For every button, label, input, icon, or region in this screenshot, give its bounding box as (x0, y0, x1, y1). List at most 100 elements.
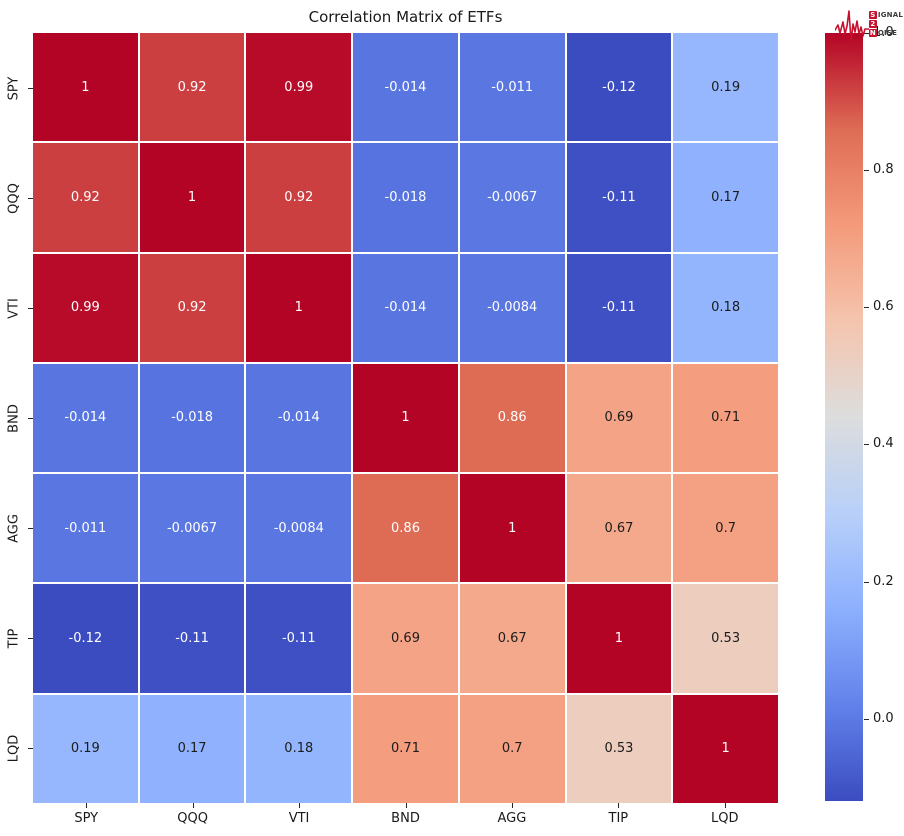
x-tick-label: SPY (74, 811, 99, 826)
heatmap-cell: -0.018 (353, 143, 458, 252)
x-tick-mark (405, 803, 407, 808)
heatmap-cell: -0.11 (246, 584, 352, 693)
heatmap-cell: 0.69 (353, 584, 458, 693)
heatmap-cell: -0.011 (459, 33, 565, 142)
heatmap-cell: -0.0084 (246, 474, 352, 583)
y-tick-mark (28, 308, 33, 309)
x-tick-mark (511, 803, 513, 808)
heatmap-cell: 0.86 (353, 474, 458, 583)
heatmap-cell: 0.71 (353, 694, 458, 803)
y-tick-mark (28, 638, 33, 639)
heatmap-cell: -0.11 (566, 143, 672, 252)
y-tick-mark (28, 528, 33, 529)
colorbar-tick-mark (864, 33, 869, 34)
heatmap-cell: 1 (33, 33, 138, 142)
heatmap-cell: 0.19 (33, 694, 138, 803)
heatmap-cell: 1 (673, 694, 778, 803)
heatmap-cell: 0.7 (459, 694, 565, 803)
signal2noise-logo: S IGNAL 2 N OISE (834, 3, 903, 45)
y-tick-mark (28, 418, 33, 419)
colorbar-tick-label: 0.6 (873, 299, 894, 315)
colorbar-tick-mark (864, 307, 869, 309)
x-tick-mark (299, 803, 301, 808)
heatmap-grid: 1 0.92 0.99 -0.014 -0.011 -0.12 0.19 0.92 1 0.92-… (33, 33, 778, 803)
logo-line-signal: S IGNAL (868, 11, 903, 19)
heatmap-cell: -0.0067 (139, 474, 245, 583)
colorbar-tick-mark (864, 444, 869, 446)
x-tick-mark (192, 803, 194, 808)
x-tick-label: QQQ (177, 811, 208, 826)
heatmap-cell: 0.99 (33, 253, 138, 362)
logo-text: S IGNAL 2 N OISE (868, 11, 903, 37)
waveform-icon (834, 10, 869, 42)
colorbar-tick-mark (864, 718, 869, 720)
x-tick-label: AGG (497, 811, 527, 826)
colorbar (825, 33, 863, 801)
heatmap-cell: -0.0084 (459, 253, 565, 362)
y-tick-label: BND (6, 403, 22, 433)
y-tick-mark (28, 198, 33, 199)
heatmap-cell: 1 (353, 363, 458, 473)
heatmap-cell: -0.0067 (459, 143, 565, 252)
heatmap-cell: 0.86 (459, 363, 565, 473)
y-tick-label: QQQ (6, 182, 22, 214)
heatmap-cell: 1 (246, 253, 352, 362)
colorbar-tick-mark (864, 581, 869, 583)
colorbar-tick-label: 0.0 (873, 710, 894, 726)
heatmap-cell: 0.67 (459, 584, 565, 693)
heatmap-cell: -0.014 (353, 33, 458, 142)
heatmap-cell: -0.011 (33, 474, 138, 583)
heatmap-cell: 0.92 (33, 143, 138, 252)
heatmap-cell: 0.18 (246, 694, 352, 803)
x-tick-label: TIP (608, 811, 629, 826)
x-tick-mark (724, 803, 726, 808)
heatmap-cell: -0.014 (353, 253, 458, 362)
heatmap-cell: 1 (566, 584, 672, 693)
heatmap-cell: 0.17 (139, 694, 245, 803)
colorbar-tick-label: 0.8 (873, 162, 894, 178)
y-tick-label: TIP (6, 628, 22, 648)
heatmap-cell: 0.71 (673, 363, 778, 473)
y-tick-label: SPY (6, 76, 22, 100)
heatmap-cell: 0.99 (246, 33, 352, 142)
heatmap-cell: -0.12 (566, 33, 672, 142)
y-tick-mark (28, 748, 33, 749)
colorbar-tick-label: 1.0 (873, 25, 894, 40)
logo-line-2: 2 (868, 20, 903, 28)
y-tick-label: LQD (6, 734, 22, 762)
chart-title: Correlation Matrix of ETFs (308, 8, 503, 26)
heatmap-cell: 1 (459, 474, 565, 583)
heatmap-cell: -0.12 (33, 584, 138, 693)
heatmap-cell: 0.19 (673, 33, 778, 142)
heatmap-cell: 0.53 (673, 584, 778, 693)
x-tick-label: BND (391, 811, 420, 826)
x-tick-mark (86, 803, 88, 808)
logo-line-noise: N OISE (868, 29, 898, 37)
heatmap-cell: 0.53 (566, 694, 672, 803)
y-tick-mark (28, 88, 33, 89)
heatmap-cell: 0.69 (566, 363, 672, 473)
heatmap-cell: -0.11 (139, 584, 245, 693)
heatmap-cell: -0.014 (246, 363, 352, 473)
logo-box-n: N (868, 29, 877, 37)
heatmap-cell: 1 (139, 143, 245, 252)
heatmap-cell: 0.17 (673, 143, 778, 252)
colorbar-tick-label: 0.2 (873, 573, 894, 589)
colorbar-tick-mark (864, 170, 869, 172)
heatmap-cell: 0.67 (566, 474, 672, 583)
x-tick-mark (618, 803, 620, 808)
y-tick-label: AGG (6, 513, 22, 543)
heatmap-cell: -0.018 (139, 363, 245, 473)
logo-box-2: 2 (868, 20, 877, 28)
heatmap-cell: -0.014 (33, 363, 138, 473)
heatmap-cell: -0.11 (566, 253, 672, 362)
colorbar-tick-label: 0.4 (873, 436, 894, 452)
heatmap-cell: 0.92 (139, 253, 245, 362)
heatmap-cell: 0.92 (139, 33, 245, 142)
logo-box-s: S (868, 11, 877, 19)
x-tick-label: VTI (288, 811, 310, 826)
y-tick-label: VTI (6, 297, 22, 319)
heatmap-cell: 0.92 (246, 143, 352, 252)
heatmap-cell: 0.18 (673, 253, 778, 362)
